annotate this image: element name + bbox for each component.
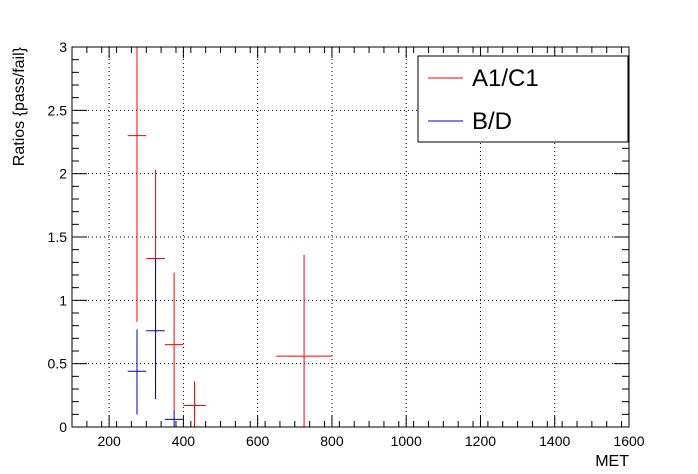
x-tick-label: 600 bbox=[246, 433, 270, 449]
series-layer bbox=[127, 47, 332, 427]
y-tick-label: 0.5 bbox=[48, 356, 68, 372]
x-tick-label: 200 bbox=[97, 433, 121, 449]
x-tick-label: 1400 bbox=[539, 433, 570, 449]
series-b-d bbox=[127, 258, 184, 427]
data-point bbox=[127, 329, 147, 415]
legend-item: B/D bbox=[428, 108, 512, 135]
x-tick-label: 1000 bbox=[391, 433, 422, 449]
data-point bbox=[146, 258, 165, 400]
data-point bbox=[164, 272, 184, 412]
legend-item: A1/C1 bbox=[428, 65, 539, 92]
data-point bbox=[183, 381, 206, 427]
data-point bbox=[276, 254, 332, 427]
legend: A1/C1 B/D bbox=[417, 55, 629, 143]
data-point bbox=[127, 47, 147, 322]
y-tick-label: 3 bbox=[59, 39, 67, 55]
x-axis-label: MET bbox=[595, 453, 629, 470]
x-tick-label: 800 bbox=[320, 433, 344, 449]
y-tick-label: 2 bbox=[59, 166, 67, 182]
data-point bbox=[164, 410, 184, 427]
series-a1-c1 bbox=[127, 47, 332, 427]
x-tick-label: 1200 bbox=[465, 433, 496, 449]
y-tick-label: 1 bbox=[59, 292, 67, 308]
y-tick-label: 1.5 bbox=[48, 229, 68, 245]
x-tick-label: 1600 bbox=[613, 433, 644, 449]
tick-labels: 200 400 600 800 1000 1200 1400 1600 0 0.5 1 1.5 2 2.5… bbox=[48, 39, 645, 449]
y-axis-label: Ratios {pass/fail} bbox=[11, 46, 28, 166]
legend-label: B/D bbox=[472, 108, 512, 135]
x-tick-label: 400 bbox=[172, 433, 196, 449]
legend-box bbox=[417, 55, 629, 143]
plot-frame bbox=[71, 46, 630, 428]
y-tick-label: 0 bbox=[59, 419, 67, 435]
y-tick-label: 2.5 bbox=[48, 102, 68, 118]
legend-label: A1/C1 bbox=[472, 65, 539, 92]
